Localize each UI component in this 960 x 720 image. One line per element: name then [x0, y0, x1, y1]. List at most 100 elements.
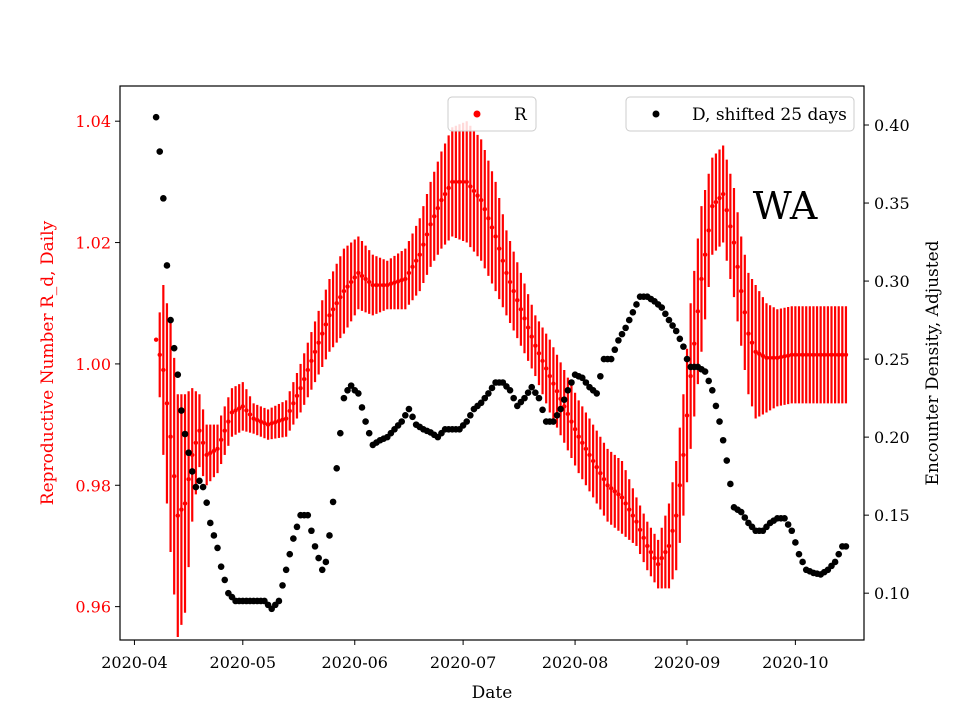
- r-point: [417, 252, 422, 257]
- r-point: [161, 367, 166, 373]
- r-point: [204, 452, 209, 458]
- d-point: [723, 457, 731, 464]
- d-point: [275, 597, 283, 605]
- r-point: [569, 419, 574, 424]
- r-point: [280, 417, 285, 422]
- legend-d-marker: [652, 110, 660, 118]
- r-point: [843, 352, 849, 358]
- d-point: [560, 396, 568, 403]
- r-point: [677, 483, 683, 488]
- d-point: [716, 418, 723, 425]
- r-point: [699, 276, 704, 282]
- r-point: [208, 450, 213, 456]
- r-point: [594, 464, 599, 470]
- d-point: [481, 394, 489, 402]
- r-point: [623, 501, 628, 506]
- r-point: [497, 246, 502, 251]
- r-point: [435, 205, 441, 211]
- r-point: [695, 309, 701, 314]
- r-point: [637, 527, 643, 532]
- d-point: [318, 566, 326, 574]
- r-point: [572, 426, 578, 432]
- d-point: [362, 418, 369, 425]
- r-point: [226, 419, 231, 424]
- r-point: [363, 276, 368, 282]
- d-point: [662, 310, 669, 318]
- d-point: [799, 558, 806, 566]
- d-point: [737, 508, 745, 516]
- r-point: [475, 193, 480, 198]
- d-point: [329, 498, 337, 506]
- r-point: [829, 352, 834, 358]
- d-point: [156, 148, 164, 155]
- d-point: [672, 327, 680, 335]
- d-point: [615, 337, 622, 344]
- d-point: [467, 411, 474, 419]
- r-point: [236, 406, 242, 411]
- r-point: [731, 240, 737, 245]
- r-series: [153, 121, 849, 637]
- r-point: [554, 389, 560, 394]
- d-point: [293, 523, 301, 531]
- r-point: [616, 492, 621, 497]
- r-point: [804, 352, 809, 358]
- d-point: [279, 582, 286, 589]
- r-point: [601, 477, 607, 482]
- r-point: [612, 489, 617, 494]
- r-point: [493, 234, 498, 239]
- r-point: [536, 351, 542, 356]
- left-y-axis-label: Reproductive Number R_d, Daily: [38, 220, 58, 505]
- r-point: [652, 555, 657, 561]
- r-point: [316, 340, 321, 345]
- x-tick-label: 2020-04: [101, 653, 167, 672]
- x-tick-label: 2020-07: [430, 653, 496, 672]
- r-point: [749, 340, 755, 345]
- r-point: [215, 446, 220, 452]
- d-point: [719, 436, 727, 444]
- d-point: [521, 394, 528, 402]
- d-point: [712, 402, 720, 410]
- r-point: [356, 270, 361, 276]
- r-point: [403, 276, 408, 282]
- d-point: [206, 519, 214, 527]
- left-y-axis: 0.96 0.98 1.00 1.02 1.04: [75, 112, 120, 617]
- legend-r-box: [447, 96, 537, 132]
- left-y-tick-label: 1.02: [75, 234, 111, 253]
- r-point: [800, 352, 805, 358]
- r-point: [464, 179, 469, 185]
- d-point: [741, 514, 749, 521]
- d-point: [842, 543, 850, 550]
- d-point: [214, 544, 221, 552]
- r-point: [832, 352, 838, 358]
- r-point: [543, 366, 549, 371]
- r-point: [775, 355, 780, 361]
- d-point: [311, 543, 319, 550]
- r-point: [395, 279, 401, 284]
- legend-r-marker: [473, 110, 481, 118]
- d-point: [578, 374, 586, 382]
- r-point: [771, 355, 776, 361]
- r-point: [673, 513, 679, 518]
- x-tick-label: 2020-09: [654, 653, 720, 672]
- r-point: [255, 417, 260, 423]
- r-point: [814, 352, 820, 358]
- d-point: [340, 394, 348, 402]
- d-point: [781, 514, 788, 522]
- r-point: [688, 373, 693, 379]
- r-point: [670, 528, 675, 533]
- d-point: [727, 480, 734, 488]
- r-point: [269, 421, 274, 426]
- r-point: [413, 258, 419, 263]
- right-y-tick-label: 0.35: [874, 194, 910, 213]
- d-series: [152, 113, 850, 613]
- r-point: [717, 195, 722, 201]
- r-point: [432, 214, 437, 219]
- r-point: [587, 452, 592, 458]
- r-point: [222, 428, 227, 433]
- r-point: [825, 352, 831, 358]
- d-point: [152, 113, 160, 121]
- d-point: [680, 343, 687, 350]
- r-point: [327, 313, 332, 318]
- r-point: [840, 352, 845, 358]
- r-point: [468, 184, 473, 189]
